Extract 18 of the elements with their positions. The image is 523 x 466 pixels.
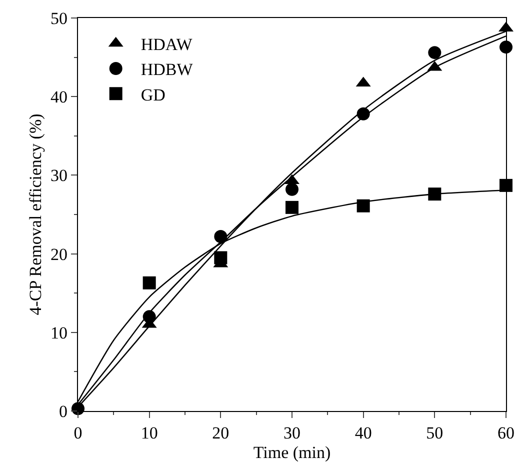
legend-label: GD — [140, 85, 166, 104]
x-tick-label: 0 — [74, 424, 82, 443]
x-tick-label: 10 — [140, 424, 158, 443]
y-tick-label: 10 — [50, 323, 68, 342]
legend-label: HDAW — [140, 35, 194, 54]
y-tick-label: 40 — [50, 88, 68, 107]
y-tick-label: 0 — [58, 402, 68, 421]
x-axis-title: Time (min) — [253, 442, 331, 462]
x-tick-label: 60 — [498, 424, 514, 443]
x-tick-label: 20 — [212, 424, 230, 443]
y-tick-label: 30 — [50, 166, 68, 186]
y-tick-label: 50 — [50, 8, 68, 28]
y-tick-label: 20 — [50, 244, 68, 264]
x-tick-label: 50 — [426, 424, 444, 443]
y-axis-title: 4-CP Removal efficiency (%) — [26, 114, 45, 316]
x-tick-label: 30 — [284, 424, 300, 443]
x-tick-label: 40 — [354, 424, 372, 443]
legend-label: HDBW — [140, 60, 194, 80]
